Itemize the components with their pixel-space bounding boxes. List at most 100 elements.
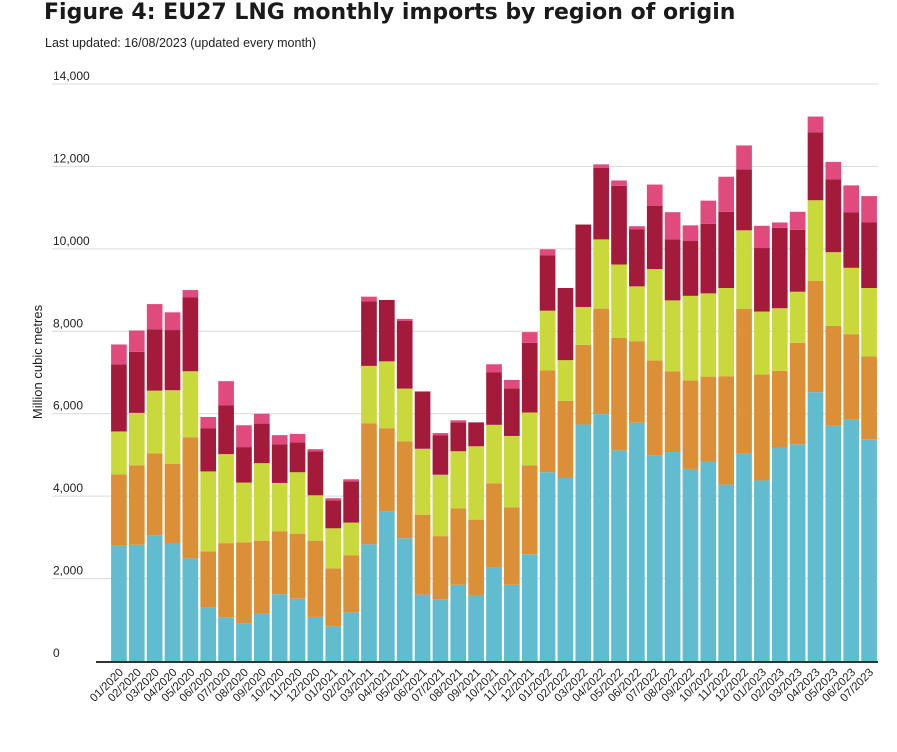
bar-segment — [700, 293, 717, 377]
bar-segment — [218, 543, 234, 618]
bar-segment — [200, 607, 217, 661]
bar-segment — [504, 388, 520, 436]
bar-segment — [343, 479, 359, 482]
y-tick-label: 4,000 — [53, 481, 83, 495]
bar-segment — [289, 533, 306, 599]
bar-segment — [789, 291, 806, 343]
bar-segment — [218, 405, 234, 455]
bar-segment — [146, 390, 163, 454]
bar-segment — [754, 225, 770, 249]
y-tick-label: 10,000 — [53, 234, 90, 248]
bar-segment — [361, 365, 377, 424]
bar-segment — [718, 288, 735, 377]
bar-segment — [111, 431, 127, 475]
bar-segment — [504, 584, 520, 661]
bar-segment — [682, 380, 699, 469]
bar-segment — [736, 230, 752, 310]
bar-segment — [468, 422, 484, 447]
bar-segment — [200, 428, 217, 472]
bar-segment — [771, 222, 788, 228]
bar-segment — [807, 281, 824, 393]
bar-segment — [771, 227, 788, 309]
bar-segment — [253, 540, 270, 614]
bar-segment — [557, 478, 574, 661]
bar-segment — [557, 400, 574, 479]
bar-segment — [789, 229, 806, 292]
bar-segment — [218, 617, 234, 661]
bar-segment — [396, 441, 413, 539]
bar-segment — [468, 446, 484, 520]
bar-segment — [611, 450, 627, 661]
bar-segment — [664, 452, 681, 661]
bar-segment — [682, 468, 699, 661]
bar-segment — [843, 267, 860, 335]
bar-segment — [253, 613, 270, 661]
bar-segment — [736, 309, 752, 454]
bar-segment — [432, 599, 449, 661]
bar-segment — [146, 535, 163, 661]
bar-segment — [236, 542, 252, 624]
bar-segment — [271, 482, 288, 532]
bar-segment — [271, 444, 288, 483]
bar-segment — [325, 568, 342, 627]
bar-segment — [629, 286, 645, 342]
bar-segment — [164, 330, 181, 391]
bar-segment — [575, 306, 592, 345]
bar-segment — [736, 169, 752, 231]
y-axis-label: Million cubic metres — [30, 304, 45, 419]
bar-segment — [807, 132, 824, 201]
bar-segment — [539, 255, 556, 311]
bar-segment — [646, 184, 663, 206]
bar-segment — [843, 185, 860, 213]
bar-segment — [521, 412, 538, 466]
bar-segment — [736, 145, 752, 170]
bar-segment — [325, 500, 342, 529]
y-tick-label: 2,000 — [53, 564, 83, 578]
bar-segment — [575, 424, 592, 661]
bar-segment — [807, 116, 824, 133]
bar-segment — [557, 360, 574, 401]
bar-segment — [146, 453, 163, 536]
bar-segment — [700, 223, 717, 294]
x-tick-labels: 01/202002/202003/202004/202005/202006/20… — [88, 667, 876, 705]
bar-segment — [754, 248, 770, 312]
bar-segment — [128, 412, 145, 466]
bar-segment — [289, 442, 306, 473]
bar-segment — [825, 425, 842, 661]
bar-segment — [468, 519, 484, 596]
bar-segment — [825, 161, 842, 180]
bar-segment — [307, 451, 324, 496]
bar-segment — [754, 311, 770, 375]
bar-segment — [593, 239, 609, 309]
bar-segment — [611, 185, 627, 265]
bar-segment — [432, 536, 449, 600]
bar-segment — [700, 376, 717, 462]
bar-segment — [504, 379, 520, 389]
bar-segment — [379, 299, 395, 362]
bar-segment — [236, 623, 252, 661]
bar-segment — [361, 301, 377, 366]
bar-segment — [843, 419, 860, 661]
bar-segment — [629, 229, 645, 287]
bar-segment — [646, 360, 663, 456]
bar-segment — [664, 300, 681, 372]
bars — [111, 116, 877, 661]
bar-segment — [736, 453, 752, 661]
bar-segment — [236, 425, 252, 448]
bar-segment — [450, 584, 467, 661]
bar-segment — [593, 414, 609, 661]
bar-segment — [379, 511, 395, 661]
bar-segment — [414, 391, 431, 449]
bar-segment — [807, 392, 824, 661]
bar-segment — [182, 371, 199, 438]
bar-segment — [432, 433, 449, 436]
bar-segment — [825, 252, 842, 326]
bar-segment — [718, 176, 735, 212]
bar-segment — [164, 464, 181, 544]
bar-segment — [307, 495, 324, 541]
bar-segment — [593, 164, 609, 168]
bar-segment — [450, 508, 467, 585]
y-tick-label: 12,000 — [53, 151, 90, 165]
bar-segment — [664, 212, 681, 240]
